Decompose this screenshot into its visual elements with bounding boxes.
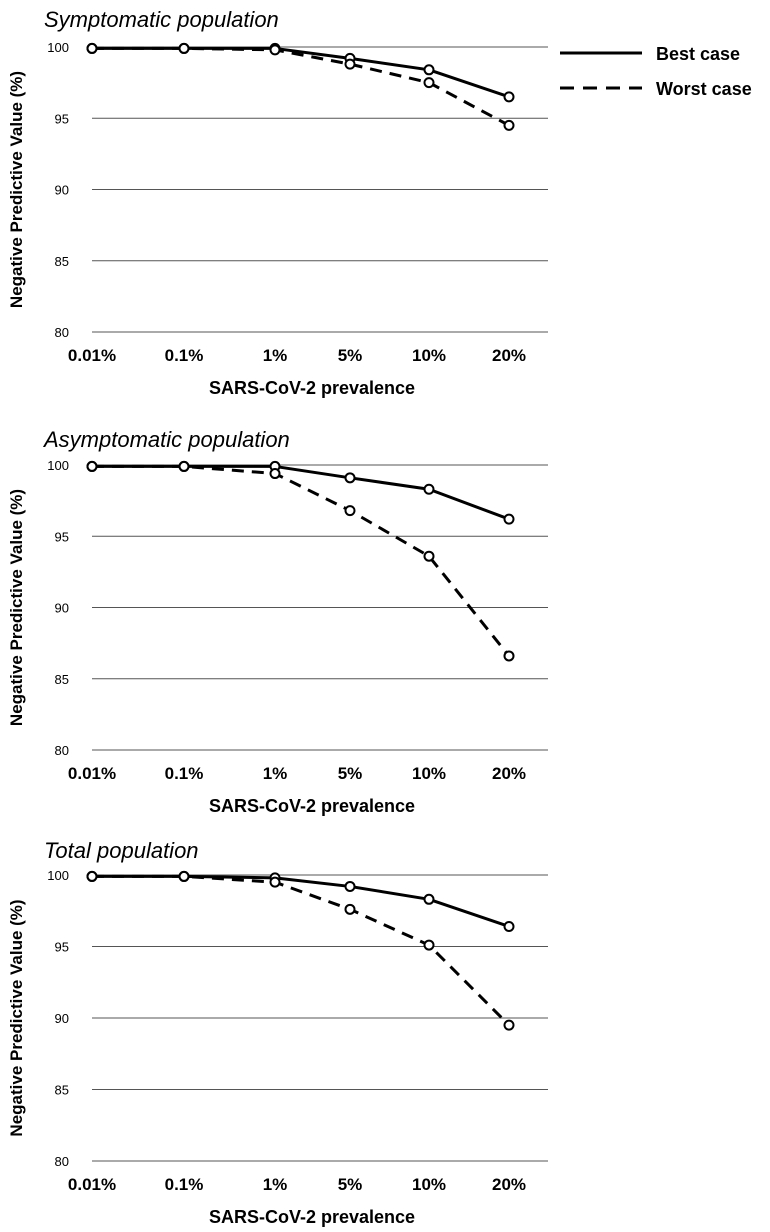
legend-best-label: Best case xyxy=(656,44,740,64)
data-point-worst-case xyxy=(86,42,98,54)
x-axis-label: SARS-CoV-2 prevalence xyxy=(209,796,415,816)
x-tick-label: 10% xyxy=(412,346,446,365)
data-point-worst-case xyxy=(178,460,190,472)
x-tick-label: 20% xyxy=(492,764,526,783)
y-tick-label: 100 xyxy=(47,458,69,473)
x-tick-label: 0.01% xyxy=(68,1175,116,1194)
x-tick-label: 0.01% xyxy=(68,764,116,783)
data-point-worst-case xyxy=(344,58,356,70)
y-tick-label: 95 xyxy=(55,529,69,544)
data-point-worst-case xyxy=(503,1019,515,1031)
x-tick-label: 0.1% xyxy=(165,1175,204,1194)
series-line-best-case xyxy=(92,874,510,928)
y-axis-label: Negative Predictive Value (%) xyxy=(7,489,26,726)
chart-panel-2: Asymptomatic population 80 85 90 95 100 0.01% 0… xyxy=(7,427,548,816)
y-tick-label: 90 xyxy=(55,1011,69,1026)
data-point-worst-case xyxy=(178,870,190,882)
data-point-best-case xyxy=(344,472,356,484)
data-point-worst-case xyxy=(86,460,98,472)
panel-title: Asymptomatic population xyxy=(42,427,290,452)
data-point-best-case xyxy=(503,91,515,103)
y-tick-label: 95 xyxy=(55,111,69,126)
x-tick-label: 0.1% xyxy=(165,764,204,783)
y-tick-label: 85 xyxy=(55,1083,69,1098)
data-point-best-case xyxy=(423,64,435,76)
data-point-worst-case xyxy=(269,468,281,480)
data-point-worst-case xyxy=(178,42,190,54)
x-tick-label: 20% xyxy=(492,1175,526,1194)
y-axis-label: Negative Predictive Value (%) xyxy=(7,899,26,1136)
y-tick-label: 100 xyxy=(47,868,69,883)
panel-title: Total population xyxy=(44,838,199,863)
y-axis-label: Negative Predictive Value (%) xyxy=(7,71,26,308)
chart-panel-1: Symptomatic population 80 85 90 95 100 0.01% 0.… xyxy=(7,7,548,398)
series-line-worst-case xyxy=(92,874,511,1027)
data-point-best-case xyxy=(423,483,435,495)
data-point-best-case xyxy=(344,880,356,892)
x-tick-label: 5% xyxy=(338,346,363,365)
series-line-best-case xyxy=(92,46,510,99)
x-tick-label: 1% xyxy=(263,346,288,365)
data-point-worst-case xyxy=(344,505,356,517)
y-tick-label: 80 xyxy=(55,1154,69,1169)
data-point-worst-case xyxy=(423,939,435,951)
data-point-best-case xyxy=(423,893,435,905)
x-tick-label: 10% xyxy=(412,1175,446,1194)
legend-worst-label: Worst case xyxy=(656,79,752,99)
data-point-worst-case xyxy=(503,650,515,662)
x-tick-label: 10% xyxy=(412,764,446,783)
x-axis-label: SARS-CoV-2 prevalence xyxy=(209,378,415,398)
y-tick-label: 90 xyxy=(55,183,69,198)
data-point-worst-case xyxy=(423,77,435,89)
y-tick-label: 95 xyxy=(55,940,69,955)
y-tick-label: 90 xyxy=(55,601,69,616)
y-tick-label: 80 xyxy=(55,743,69,758)
data-point-worst-case xyxy=(269,44,281,56)
x-axis-label: SARS-CoV-2 prevalence xyxy=(209,1207,415,1227)
x-tick-label: 5% xyxy=(338,1175,363,1194)
data-point-best-case xyxy=(503,920,515,932)
x-tick-label: 1% xyxy=(263,1175,288,1194)
data-point-worst-case xyxy=(503,119,515,131)
x-tick-label: 5% xyxy=(338,764,363,783)
series-line-worst-case xyxy=(92,46,510,127)
x-tick-label: 0.1% xyxy=(165,346,204,365)
data-point-worst-case xyxy=(269,876,281,888)
y-tick-label: 80 xyxy=(55,325,69,340)
chart-panel-3: Total population 80 85 90 95 100 0.01% 0.1% 1% 5%… xyxy=(7,838,548,1227)
legend: Best case Worst case xyxy=(560,44,752,99)
series-line-worst-case xyxy=(92,464,511,657)
y-tick-label: 85 xyxy=(55,672,69,687)
panel-title: Symptomatic population xyxy=(44,7,279,32)
series-line-best-case xyxy=(92,464,510,521)
data-point-best-case xyxy=(503,513,515,525)
data-point-worst-case xyxy=(423,550,435,562)
x-tick-label: 1% xyxy=(263,764,288,783)
data-point-worst-case xyxy=(86,870,98,882)
data-point-worst-case xyxy=(344,903,356,915)
x-tick-label: 0.01% xyxy=(68,346,116,365)
y-tick-label: 100 xyxy=(47,40,69,55)
x-tick-label: 20% xyxy=(492,346,526,365)
y-tick-label: 85 xyxy=(55,254,69,269)
